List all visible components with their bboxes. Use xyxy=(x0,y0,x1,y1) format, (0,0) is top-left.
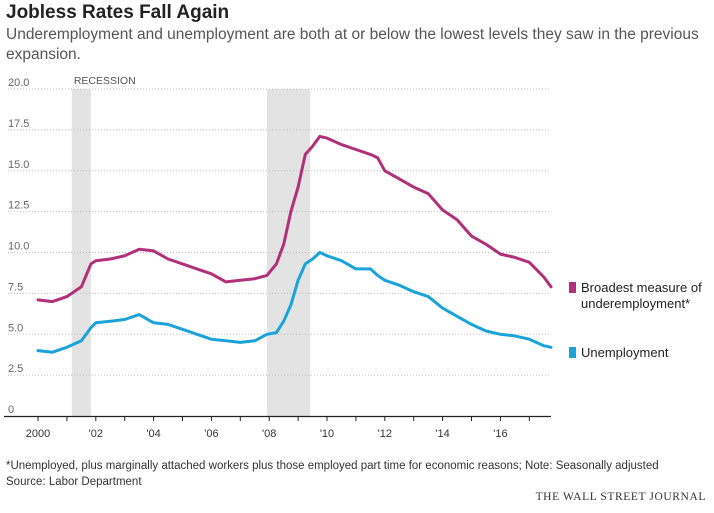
y-tick-label: 12.5 xyxy=(8,200,29,212)
x-axis: 2000 '02 '04 '06 '08 '10 '12 '14 '16 xyxy=(4,415,551,440)
y-axis-ticks: 0 2.5 5.0 7.5 10.0 12.5 15.0 17.5 20.0 xyxy=(8,77,29,416)
publisher-brand: THE WALL STREET JOURNAL xyxy=(535,491,706,503)
y-tick-label: 0 xyxy=(8,404,14,416)
x-tick-label: '04 xyxy=(146,428,160,440)
y-tick-label: 5.0 xyxy=(8,322,23,334)
recession-band-2 xyxy=(266,89,311,416)
series-lines xyxy=(36,134,553,354)
footnote-note: *Unemployed, plus marginally attached wo… xyxy=(6,460,659,472)
line-chart: RECESSION 0 2.5 5.0 7.5 10.0 12.5 15.0 17.5 20.0… xyxy=(4,75,702,440)
footnote-source: Source: Labor Department xyxy=(6,476,142,488)
x-tick-label: '02 xyxy=(89,428,103,440)
series-line-underemployment xyxy=(36,134,553,304)
footnote: *Unemployed, plus marginally attached wo… xyxy=(6,458,712,490)
legend-swatch xyxy=(569,347,576,358)
x-tick-label: '16 xyxy=(493,428,507,440)
legend-label: Unemployment xyxy=(581,345,669,360)
y-tick-label: 2.5 xyxy=(8,363,23,375)
legend-label: underemployment* xyxy=(581,296,690,311)
recession-label: RECESSION xyxy=(74,75,136,87)
recession-bands: RECESSION xyxy=(71,75,311,416)
x-tick-label: '12 xyxy=(378,428,392,440)
y-tick-label: 10.0 xyxy=(8,241,29,253)
legend-label: Broadest measure of xyxy=(581,280,702,295)
x-tick-label: '14 xyxy=(435,428,449,440)
x-tick-label: '10 xyxy=(320,428,334,440)
y-tick-label: 17.5 xyxy=(8,118,29,130)
x-tick-label: '08 xyxy=(262,428,276,440)
x-tick-label: '06 xyxy=(204,428,218,440)
chart-title: Jobless Rates Fall Again xyxy=(6,2,230,23)
gridlines xyxy=(8,88,551,376)
y-tick-label: 15.0 xyxy=(8,159,29,171)
series-line-unemployment xyxy=(36,251,553,354)
x-tick-label: 2000 xyxy=(26,428,50,440)
y-tick-label: 7.5 xyxy=(8,281,23,293)
legend-swatch xyxy=(569,282,576,293)
chart-subtitle: Underemployment and unemployment are bot… xyxy=(6,26,699,63)
y-tick-label: 20.0 xyxy=(8,77,29,89)
